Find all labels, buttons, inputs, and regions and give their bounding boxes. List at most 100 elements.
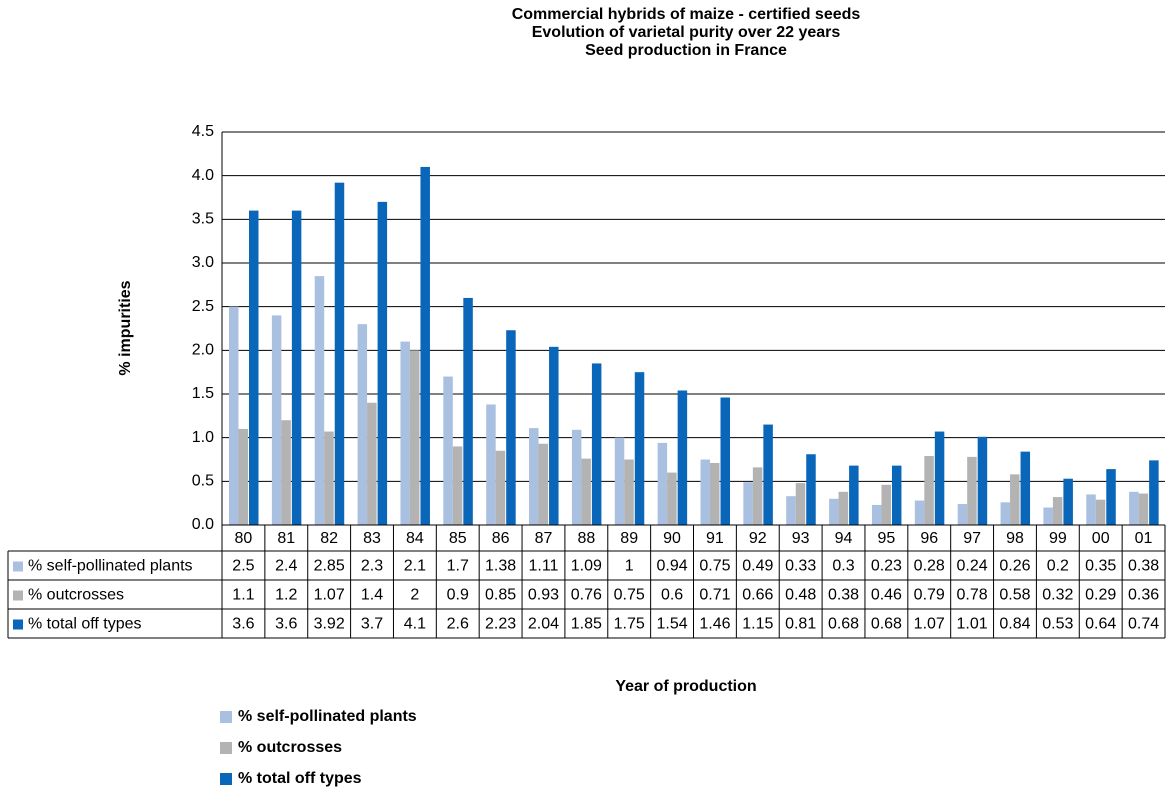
table-cell: 1.2 [275, 587, 297, 604]
table-cell: 0.38 [828, 587, 859, 604]
bar [495, 450, 506, 525]
x-tick-label: 85 [449, 530, 467, 547]
bar [443, 376, 453, 525]
bar [743, 482, 753, 525]
table-cell: 1.07 [914, 616, 945, 633]
y-tick-label: 1.0 [192, 429, 214, 446]
table-cell: 0.2 [1047, 558, 1069, 575]
x-tick-label: 82 [320, 530, 338, 547]
table-cell: 0.29 [1085, 587, 1116, 604]
table-cell: 2 [410, 587, 419, 604]
table-cell: 2.4 [275, 558, 297, 575]
table-cell: 1.07 [314, 587, 345, 604]
bar [377, 201, 388, 525]
bar [581, 458, 591, 525]
table-cell: 1.01 [957, 616, 988, 633]
table-cell: 0.46 [871, 587, 902, 604]
x-tick-label: 00 [1092, 530, 1110, 547]
bar [657, 442, 668, 525]
x-tick-label: 88 [577, 530, 595, 547]
legend-label: % total off types [238, 770, 362, 787]
y-axis-title: % impurities [117, 280, 134, 375]
bar [420, 166, 430, 525]
y-tick-label: 0.0 [192, 516, 214, 533]
table-cell: 1.1 [232, 587, 254, 604]
table-cell: 3.7 [361, 616, 383, 633]
bar [591, 363, 602, 525]
legend-label: % self-pollinated plants [238, 708, 417, 725]
bar [486, 404, 496, 525]
bar [677, 390, 688, 525]
bar [271, 315, 282, 525]
table-cell: 0.23 [871, 558, 902, 575]
table-cell: 0.66 [742, 587, 773, 604]
table-cell: 0.28 [914, 558, 945, 575]
bar [334, 182, 345, 526]
y-tick-label: 4.5 [192, 123, 214, 140]
table-cell: 3.6 [232, 616, 254, 633]
bar [700, 459, 710, 525]
y-tick-label: 4.0 [192, 167, 214, 184]
table-cell: 0.9 [447, 587, 469, 604]
bar [367, 402, 377, 525]
x-tick-label: 87 [535, 530, 553, 547]
bar [291, 210, 302, 525]
bar [710, 462, 720, 525]
table-cell: 0.48 [785, 587, 816, 604]
bar [324, 431, 334, 525]
table-cell: 2.5 [232, 558, 254, 575]
table-cell: 2.1 [404, 558, 426, 575]
y-tick-label: 3.5 [192, 211, 214, 228]
table-cell: 0.32 [1042, 587, 1073, 604]
bar [667, 472, 677, 525]
bar [934, 431, 945, 525]
x-tick-label: 99 [1049, 530, 1067, 547]
bar [529, 428, 539, 525]
y-tick-label: 3.0 [192, 254, 214, 271]
chart-subtitle: Evolution of varietal purity over 22 yea… [532, 24, 841, 41]
table-row-label: % self-pollinated plants [28, 558, 193, 575]
bar [1063, 478, 1073, 525]
table-cell: 2.6 [447, 616, 469, 633]
y-tick-label: 2.0 [192, 342, 214, 359]
bar [571, 429, 582, 525]
x-tick-label: 89 [620, 530, 638, 547]
x-tick-label: 01 [1135, 530, 1153, 547]
x-tick-label: 96 [920, 530, 938, 547]
legend-key [13, 619, 23, 630]
table-cell: 0.58 [999, 587, 1030, 604]
table-cell: 1.09 [571, 558, 602, 575]
table-cell: 0.74 [1128, 616, 1159, 633]
bar [549, 346, 559, 525]
bar [914, 500, 925, 525]
bar [720, 397, 730, 525]
table-cell: 0.81 [785, 616, 816, 633]
table-cell: 2.04 [528, 616, 559, 633]
bar [1106, 469, 1116, 525]
bar [795, 483, 806, 525]
bar [1052, 497, 1063, 525]
bar [763, 424, 773, 525]
table-cell: 1.85 [571, 616, 602, 633]
table-cell: 0.24 [957, 558, 988, 575]
table-cell: 1.38 [485, 558, 516, 575]
bar [849, 465, 859, 525]
bar [238, 428, 248, 525]
bar [357, 324, 368, 525]
table-cell: 0.75 [699, 558, 730, 575]
legend-key [220, 773, 232, 785]
table-cell: 0.49 [742, 558, 773, 575]
table-cell: 1.15 [742, 616, 773, 633]
table-cell: 0.93 [528, 587, 559, 604]
x-tick-label: 95 [877, 530, 895, 547]
legend-label: % outcrosses [238, 739, 342, 756]
bar [806, 454, 816, 525]
bar [891, 465, 902, 525]
chart-subtitle: Seed production in France [585, 42, 787, 59]
table-cell: 1.46 [699, 616, 730, 633]
x-tick-label: 91 [706, 530, 724, 547]
bar [400, 341, 410, 525]
x-tick-label: 93 [792, 530, 810, 547]
bar [614, 437, 625, 525]
chart-title: Commercial hybrids of maize - certified … [512, 6, 861, 23]
